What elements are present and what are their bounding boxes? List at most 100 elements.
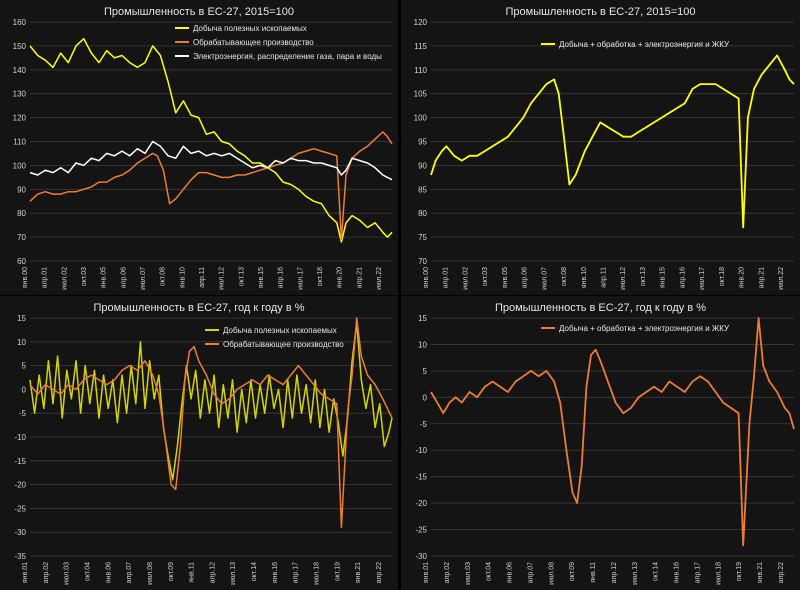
x-tick-label: июл.18	[715, 562, 722, 585]
chart-title: Промышленность в ЕС-27, 2015=100	[505, 6, 696, 18]
chart-panel-index-components: Промышленность в ЕС-27, 2015=100 60 70 80 9…	[0, 0, 398, 295]
x-tick-label: янв.16	[674, 562, 681, 583]
y-tick-label: 70	[17, 233, 26, 242]
y-tick-label: 5	[423, 367, 428, 376]
legend-label: Добыча полезных ископаемых	[223, 326, 337, 335]
x-tick-label: окт.13	[238, 267, 245, 286]
series-line	[29, 37, 393, 243]
x-tick-label: янв.10	[179, 267, 186, 288]
x-tick-label: апр.06	[522, 267, 529, 288]
x-tick-label: апр.22	[778, 562, 785, 583]
x-tick-label: июл.12	[219, 267, 226, 290]
x-tick-label: июл.22	[376, 267, 383, 290]
x-tick-label: янв.10	[581, 267, 588, 288]
x-tick-label: апр.07	[126, 562, 133, 583]
legend-label: Электроэнергия, распределение газа, пара…	[193, 52, 382, 61]
legend-label: Обрабатывающее производство	[223, 340, 344, 349]
legend-label: Добыча полезных ископаемых	[193, 24, 307, 33]
y-tick-label: 60	[17, 257, 26, 266]
series-line	[29, 317, 393, 529]
y-tick-label: 95	[418, 138, 427, 147]
y-tick-label: 70	[418, 257, 427, 266]
y-tick-label: -5	[19, 409, 27, 418]
y-tick-label: -25	[415, 526, 427, 535]
x-tick-label: апр.12	[611, 562, 618, 583]
chart-title: Промышленность в ЕС-27, год к году в %	[93, 302, 305, 314]
x-tick-label: июл.02	[61, 267, 68, 290]
x-tick-label: июл.07	[140, 267, 147, 290]
x-tick-label: окт.09	[168, 562, 175, 581]
y-tick-label: -5	[420, 420, 428, 429]
x-tick-label: апр.17	[694, 562, 701, 583]
x-tick-label: янв.00	[423, 267, 430, 288]
x-tick-label: янв.21	[757, 562, 764, 583]
x-tick-label: июл.08	[548, 562, 555, 585]
series-line	[430, 317, 795, 547]
chart-panel-index-total: Промышленность в ЕС-27, 2015=100 70 75 80 8…	[401, 0, 800, 295]
x-tick-label: апр.12	[209, 562, 216, 583]
y-tick-label: -15	[415, 473, 427, 482]
x-tick-label: июл.02	[462, 267, 469, 290]
x-tick-label: апр.22	[376, 562, 383, 583]
x-tick-label: апр.02	[43, 562, 50, 583]
x-tick-label: апр.07	[527, 562, 534, 583]
chart-panel-yoy-components: Промышленность в ЕС-27, год к году в % -…	[0, 296, 398, 590]
y-tick-label: 85	[418, 185, 427, 194]
chart-title: Промышленность в ЕС-27, 2015=100	[103, 6, 294, 18]
x-tick-label: окт.14	[251, 562, 258, 581]
series-line	[29, 140, 393, 181]
y-tick-label: 75	[418, 233, 427, 242]
series-line	[29, 322, 393, 481]
x-tick-label: окт.19	[736, 562, 743, 581]
x-tick-label: июл.17	[699, 267, 706, 290]
y-tick-label: 115	[414, 42, 427, 51]
y-tick-label: 150	[13, 42, 27, 51]
x-tick-label: янв.01	[22, 562, 29, 583]
x-tick-label: июл.17	[297, 267, 304, 290]
y-tick-label: 80	[17, 209, 26, 218]
y-tick-label: 15	[418, 314, 427, 323]
legend-label: Обрабатывающее производство	[193, 38, 314, 47]
x-tick-label: апр.11	[199, 267, 206, 288]
y-tick-label: 105	[414, 90, 428, 99]
x-tick-label: окт.04	[486, 562, 493, 581]
x-tick-label: апр.16	[679, 267, 686, 288]
x-tick-label: июл.13	[632, 562, 639, 585]
x-tick-label: янв.20	[337, 267, 344, 288]
y-tick-label: -15	[14, 457, 26, 466]
y-tick-label: -20	[14, 481, 26, 490]
y-tick-label: 120	[13, 114, 27, 123]
x-tick-label: апр.01	[42, 267, 49, 288]
y-tick-label: -10	[14, 433, 26, 442]
y-tick-label: 160	[13, 18, 27, 27]
y-tick-label: 130	[13, 90, 27, 99]
y-tick-label: 140	[13, 66, 27, 75]
x-tick-label: апр.17	[293, 562, 300, 583]
y-tick-label: 100	[13, 161, 27, 170]
x-tick-label: июл.18	[314, 562, 321, 585]
x-tick-label: янв.15	[660, 267, 667, 288]
x-tick-label: апр.02	[444, 562, 451, 583]
x-tick-label: окт.08	[160, 267, 167, 286]
y-tick-label: -20	[415, 499, 427, 508]
x-tick-label: июл.12	[620, 267, 627, 290]
y-tick-label: -25	[14, 504, 26, 513]
series-line	[29, 131, 393, 241]
x-tick-label: янв.16	[272, 562, 279, 583]
x-tick-label: апр.11	[601, 267, 608, 288]
y-tick-label: 120	[414, 18, 428, 27]
y-tick-label: 80	[418, 209, 427, 218]
chart-svg: -35 -30 -25 -20 -15 -10 -5 0 5 10 15 янв.01 апр.02 ию…	[14, 314, 393, 585]
x-tick-label: янв.20	[739, 267, 746, 288]
y-tick-label: 10	[17, 338, 26, 347]
x-tick-label: янв.05	[101, 267, 108, 288]
x-tick-label: июл.03	[64, 562, 71, 585]
series-line	[430, 54, 795, 229]
x-tick-label: окт.14	[653, 562, 660, 581]
y-tick-label: 110	[414, 66, 427, 75]
chart-svg: -30 -25 -20 -15 -10 -5 0 5 10 15 янв.01 апр.02 июл.0…	[415, 314, 795, 585]
chart-svg: 70 75 80 85 90 95 100 105 110 115 120 янв.00 апр.01 и…	[414, 18, 795, 290]
x-tick-label: янв.21	[355, 562, 362, 583]
x-tick-label: апр.21	[758, 267, 765, 288]
x-tick-label: янв.11	[590, 562, 597, 583]
